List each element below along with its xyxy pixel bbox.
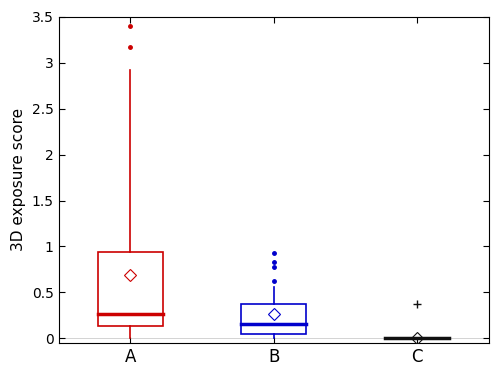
Bar xyxy=(385,338,450,339)
Bar xyxy=(242,304,306,334)
Y-axis label: 3D exposure score: 3D exposure score xyxy=(11,108,26,251)
Bar xyxy=(98,253,162,326)
